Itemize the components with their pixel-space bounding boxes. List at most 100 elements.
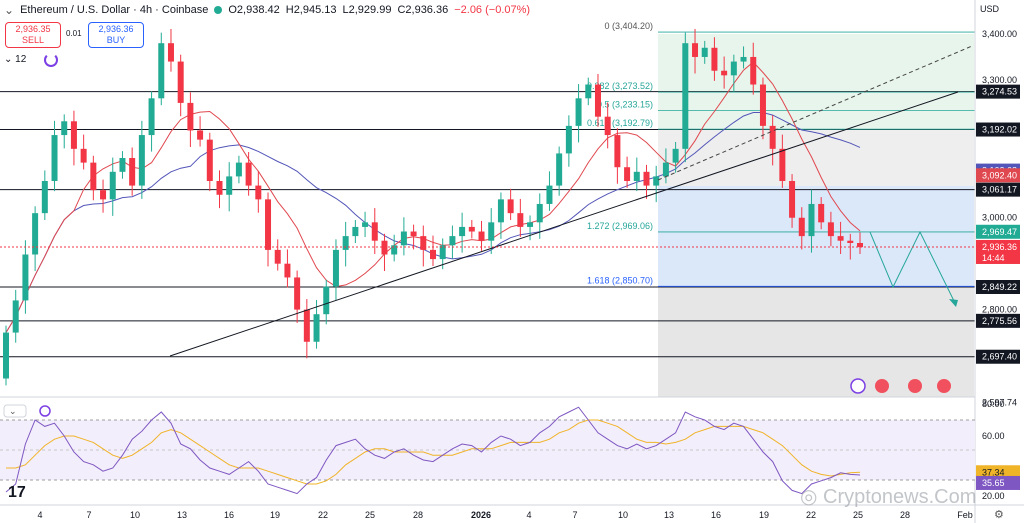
x-tick-label: Feb bbox=[957, 510, 973, 520]
candle-body bbox=[507, 199, 514, 214]
candle-body bbox=[565, 125, 572, 154]
svg-text:⌄: ⌄ bbox=[9, 406, 17, 416]
buy-price: 2,936.36 bbox=[98, 24, 134, 34]
candle-body bbox=[362, 222, 369, 227]
candle-body bbox=[517, 213, 524, 227]
price-level-badge bbox=[976, 182, 1020, 197]
y-tick-label: 3,000.00 bbox=[982, 213, 1017, 223]
candle-body bbox=[847, 240, 854, 244]
fib-level-label: 1.618 (2,850.70) bbox=[587, 275, 653, 285]
trendline bbox=[169, 91, 959, 357]
candle-body bbox=[129, 158, 136, 186]
candle-body bbox=[682, 43, 689, 149]
candle-body bbox=[818, 203, 825, 223]
candle-body bbox=[459, 226, 466, 237]
x-tick-label: 22 bbox=[318, 510, 328, 520]
ohlc-low: L2,929.99 bbox=[342, 4, 392, 16]
x-tick-label: 19 bbox=[759, 510, 769, 520]
axis-price-value: 2,969.47 bbox=[982, 227, 1017, 237]
candle-body bbox=[342, 236, 349, 250]
candle-body bbox=[167, 43, 174, 62]
x-tick-label: 19 bbox=[270, 510, 280, 520]
candle-body bbox=[857, 243, 863, 248]
x-tick-label: 4 bbox=[526, 510, 531, 520]
y-tick-label: 3,300.00 bbox=[982, 75, 1017, 85]
candle-body bbox=[400, 231, 407, 246]
symbol-title[interactable]: Ethereum / U.S. Dollar · 4h · Coinbase bbox=[20, 4, 209, 16]
candle-body bbox=[672, 148, 679, 163]
candle-body bbox=[22, 254, 29, 301]
axis-price-value: 3,092.40 bbox=[982, 170, 1017, 180]
rsi-value: 35.65 bbox=[982, 478, 1005, 488]
candle-body bbox=[711, 47, 718, 71]
candle-body bbox=[32, 213, 39, 255]
candle-body bbox=[759, 84, 766, 126]
buy-button[interactable]: 2,936.36 BUY bbox=[88, 22, 144, 48]
price-level-badge bbox=[976, 313, 1020, 328]
candle-body bbox=[478, 231, 485, 241]
candle-body bbox=[138, 135, 145, 186]
rsi-line bbox=[5, 406, 861, 495]
x-tick-label: 25 bbox=[365, 510, 375, 520]
x-tick-label: 16 bbox=[711, 510, 721, 520]
sell-label: SELL bbox=[21, 35, 45, 45]
price-level-value: 2,775.56 bbox=[982, 316, 1017, 326]
candle-body bbox=[177, 61, 184, 103]
x-tick-label: 13 bbox=[664, 510, 674, 520]
price-level-value: 3,061.17 bbox=[982, 185, 1017, 195]
settings-icon: ⚙ bbox=[994, 509, 1004, 521]
candle-body bbox=[468, 226, 475, 232]
currency-label[interactable]: USD bbox=[980, 4, 1000, 14]
fib-level-label: 1.272 (2,969.06) bbox=[587, 221, 653, 231]
candle-body bbox=[488, 222, 495, 241]
candle-body bbox=[692, 43, 699, 57]
candle-body bbox=[80, 148, 87, 163]
candle-body bbox=[303, 309, 310, 342]
fib-level-label: 0 (3,404.20) bbox=[604, 21, 653, 31]
x-tick-label: 13 bbox=[177, 510, 187, 520]
x-tick-label: 7 bbox=[86, 510, 91, 520]
rsi-settings-icon[interactable] bbox=[39, 405, 51, 417]
candle-body bbox=[604, 116, 611, 136]
candle-body bbox=[624, 167, 631, 181]
fib-level-label: 0.5 (3,233.15) bbox=[597, 100, 653, 110]
candle-body bbox=[12, 300, 19, 333]
candle-body bbox=[701, 47, 708, 57]
candle-body bbox=[827, 222, 834, 237]
ohlc-open: O2,938.42 bbox=[228, 4, 280, 16]
candle-body bbox=[536, 203, 543, 223]
rsi-pane-toggle[interactable] bbox=[3, 404, 27, 418]
candle-body bbox=[497, 199, 504, 223]
candle-body bbox=[391, 245, 398, 255]
candle-body bbox=[284, 263, 291, 278]
price-level-value: 3,274.53 bbox=[982, 87, 1017, 97]
watermark: ◎ Cryptonews.Com bbox=[800, 486, 976, 508]
price-level-value: 2,697.40 bbox=[982, 352, 1017, 362]
y-tick-label: 3,400.00 bbox=[982, 29, 1017, 39]
trendline-extension bbox=[657, 45, 973, 181]
candle-body bbox=[614, 135, 621, 168]
spread-value: 0.01 bbox=[66, 29, 82, 38]
x-tick-label: 2026 bbox=[471, 510, 491, 520]
axis-price-badge bbox=[976, 239, 1020, 264]
price-change: −2.06 (−0.07%) bbox=[454, 4, 531, 16]
interval-selector[interactable]: ⌄ 12 bbox=[4, 54, 27, 65]
events-icons[interactable] bbox=[850, 378, 951, 394]
candle-body bbox=[197, 130, 204, 140]
candle-body bbox=[381, 240, 388, 255]
sell-button[interactable]: 2,936.35 SELL bbox=[5, 22, 61, 48]
candle-body bbox=[449, 236, 456, 246]
candle-body bbox=[245, 162, 252, 186]
projection-path bbox=[869, 230, 957, 306]
candle-body bbox=[274, 249, 281, 264]
rsi-moving-average-line bbox=[6, 419, 861, 485]
collapse-arrow-icon[interactable]: ⌄ bbox=[4, 3, 15, 17]
axis-price-badge bbox=[976, 168, 1020, 183]
fib-zone-gray bbox=[658, 287, 974, 397]
chart-header: ⌄ Ethereum / U.S. Dollar · 4h · Coinbase… bbox=[0, 0, 975, 20]
reload-icon[interactable] bbox=[44, 53, 58, 67]
candle-body bbox=[750, 56, 757, 85]
price-level-badge bbox=[976, 122, 1020, 137]
candle-body bbox=[527, 222, 534, 227]
